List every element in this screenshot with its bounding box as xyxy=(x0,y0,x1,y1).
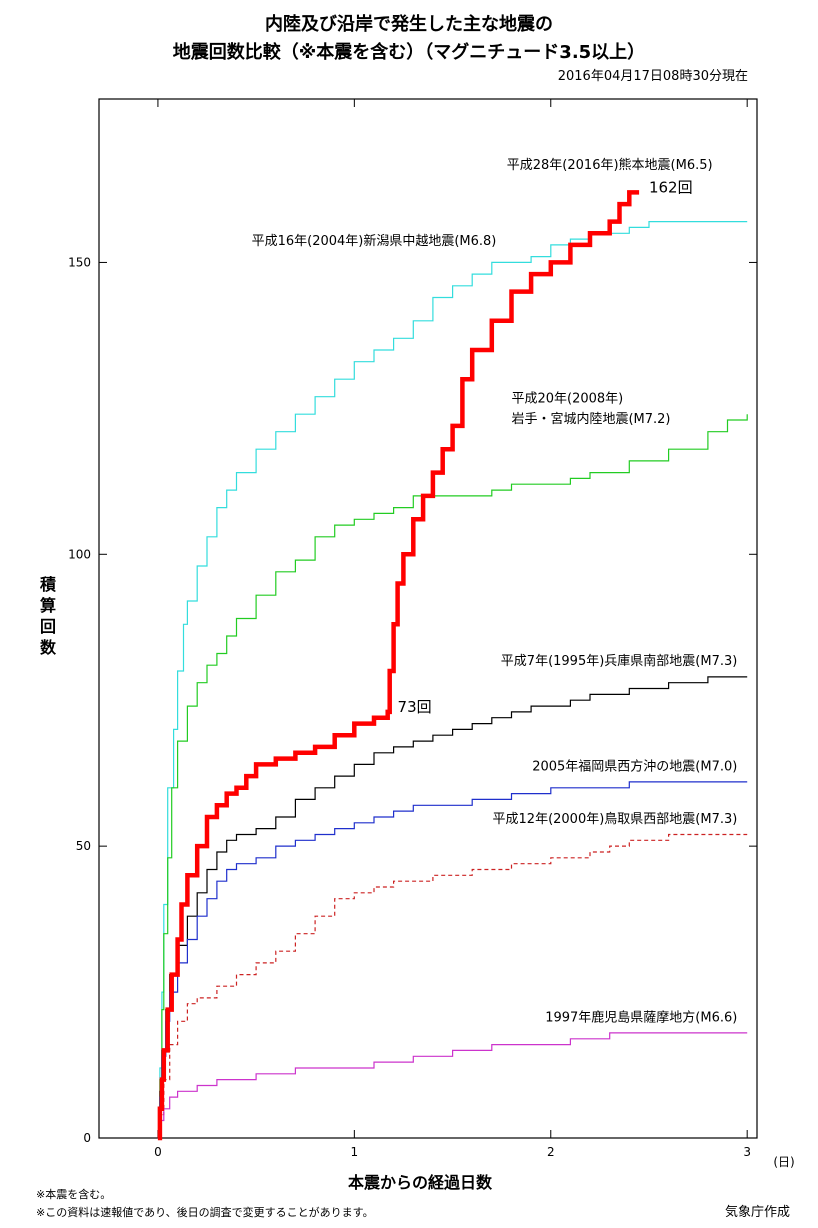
y-tick-label-2: 100 xyxy=(68,547,91,561)
x-axis-unit: (日) xyxy=(773,1155,794,1169)
series-annotation-4: 平成7年(1995年)兵庫県南部地震(M7.3) xyxy=(501,653,738,669)
y-axis-title-char: 積 xyxy=(39,575,57,594)
x-tick-label-2: 2 xyxy=(547,1145,555,1159)
series-annotation-0: 平成28年(2016年)熊本地震(M6.5) xyxy=(507,157,713,173)
date-note: 2016年04月17日08時30分現在 xyxy=(558,69,748,84)
series-annotation-5: 2005年福岡県西方沖の地震(M7.0) xyxy=(532,758,737,774)
x-tick-label-1: 1 xyxy=(351,1145,359,1159)
y-axis-title-char: 回 xyxy=(40,617,56,636)
series-labels: 平成28年(2016年)熊本地震(M6.5) 平成16年(2004年)新潟県中越地… xyxy=(252,157,738,1025)
series-annotation-9: 73回 xyxy=(398,698,432,716)
footnote-2: ※この資料は速報値であり、後日の調査で変更することがあります。 xyxy=(36,1205,374,1219)
series-line-3 xyxy=(157,781,748,1139)
x-axis-title: 本震からの経過日数 xyxy=(348,1173,493,1192)
axis-ticks: 0 1 2 3 0 50 100 150 xyxy=(68,99,757,1159)
y-tick-label-1: 50 xyxy=(76,839,91,853)
y-tick-label-0: 0 xyxy=(83,1131,91,1145)
series-annotation-2: 平成20年(2008年) xyxy=(511,392,623,407)
chart-title: 内陸及び沿岸で発生した主な地震の 地震回数比較（※本震を含む）（マグニチュード3… xyxy=(173,13,645,63)
series-line-0 xyxy=(157,221,748,1139)
series-annotation-6: 平成12年(2000年)鳥取県西部地震(M7.3) xyxy=(493,812,738,827)
credit: 気象庁作成 xyxy=(725,1204,790,1220)
y-axis-title: 積算回数 xyxy=(39,575,57,657)
series-line-2 xyxy=(157,676,748,1139)
series-line-4 xyxy=(157,833,748,1139)
y-axis-title-char: 数 xyxy=(40,638,57,657)
series-line-6 xyxy=(157,190,640,1141)
x-tick-label-3: 3 xyxy=(743,1145,751,1159)
series-line-1 xyxy=(157,414,748,1139)
series-annotation-8: 162回 xyxy=(649,178,693,196)
y-axis-title-char: 算 xyxy=(40,596,56,615)
series-lines xyxy=(157,190,748,1141)
y-tick-label-3: 150 xyxy=(68,255,91,269)
series-annotation-3: 岩手・宮城内陸地震(M7.2) xyxy=(511,411,670,427)
series-annotation-7: 1997年鹿児島県薩摩地方(M6.6) xyxy=(545,1009,737,1025)
chart-title-line-2: 地震回数比較（※本震を含む）（マグニチュード3.5以上） xyxy=(173,41,645,63)
plot-frame xyxy=(98,98,758,1139)
chart-title-line-1: 内陸及び沿岸で発生した主な地震の xyxy=(265,13,553,35)
series-line-5 xyxy=(157,1032,748,1139)
footnote-1: ※本震を含む。 xyxy=(36,1187,111,1201)
series-annotation-1: 平成16年(2004年)新潟県中越地震(M6.8) xyxy=(252,233,497,249)
x-tick-label-0: 0 xyxy=(154,1145,162,1159)
